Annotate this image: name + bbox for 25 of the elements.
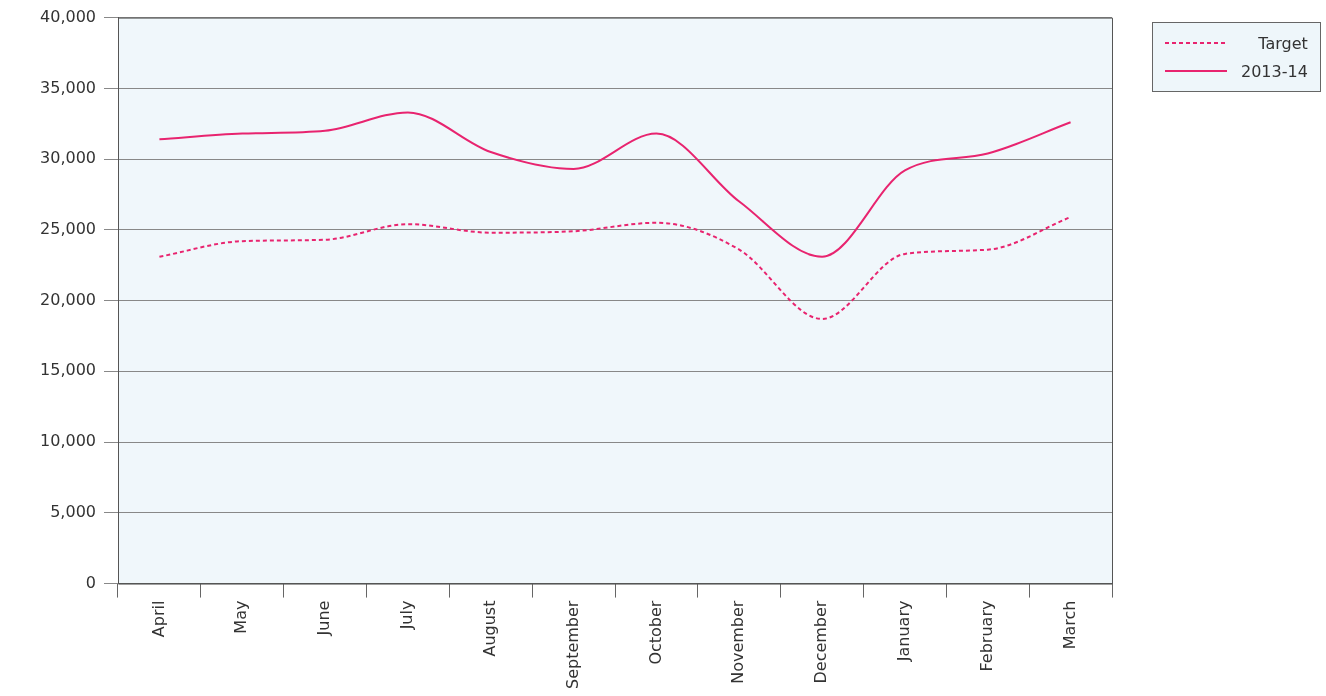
x-tick-label: October <box>645 600 665 665</box>
y-tick-label: 20,000 <box>40 289 96 309</box>
x-tick-label: November <box>728 600 748 684</box>
x-tick-label: July <box>397 600 417 631</box>
x-tick-label: September <box>562 600 582 689</box>
y-tick-label: 40,000 <box>40 6 96 26</box>
x-tick-label: June <box>314 600 334 637</box>
x-tick-label: May <box>231 600 251 634</box>
x-tick-label: March <box>1059 600 1079 650</box>
legend-label: 2013-14 <box>1241 61 1308 81</box>
x-tick-label: December <box>811 600 831 684</box>
y-tick-label: 35,000 <box>40 77 96 97</box>
y-tick-label: 5,000 <box>50 501 96 521</box>
y-tick-label: 25,000 <box>40 218 96 238</box>
y-tick-label: 10,000 <box>40 431 96 451</box>
x-tick-label: January <box>894 600 914 663</box>
y-tick-label: 0 <box>85 572 96 592</box>
x-tick-label: August <box>479 600 499 657</box>
x-tick-label: April <box>148 600 168 638</box>
line-series <box>158 216 1072 320</box>
y-tick-label: 15,000 <box>40 360 96 380</box>
x-tick-label: February <box>976 600 996 672</box>
legend-label: Target <box>1258 33 1308 53</box>
line-series <box>158 111 1072 258</box>
y-tick-label: 30,000 <box>40 148 96 168</box>
